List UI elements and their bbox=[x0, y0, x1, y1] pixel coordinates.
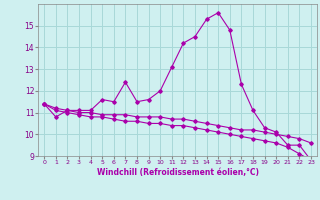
X-axis label: Windchill (Refroidissement éolien,°C): Windchill (Refroidissement éolien,°C) bbox=[97, 168, 259, 177]
